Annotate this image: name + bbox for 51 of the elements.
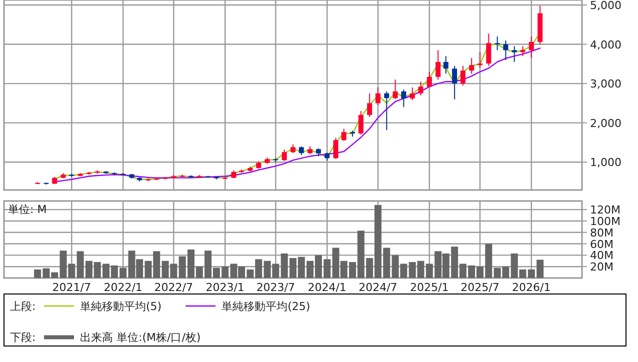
legend-label: 単純移動平均(5) — [80, 300, 162, 313]
candlestick — [410, 86, 415, 101]
y-tick-label: 4,000 — [590, 38, 622, 52]
legend-label: 出来高 単位:(M株/口/枚) — [80, 331, 201, 344]
legend-title: 上段: — [10, 300, 36, 313]
candlestick — [460, 65, 466, 86]
candlestick — [375, 86, 380, 106]
y-tick-label: 120M — [590, 204, 620, 217]
y-tick-label: 60M — [590, 238, 614, 251]
candlestick — [486, 33, 492, 66]
candlestick — [528, 36, 534, 59]
candlestick — [436, 50, 441, 80]
candlestick — [469, 58, 474, 74]
x-tick-label: 2025/7 — [460, 281, 500, 294]
x-tick-label: 2024/7 — [358, 281, 398, 294]
candlestick — [494, 36, 500, 51]
candlestick — [282, 149, 287, 162]
candlestick — [392, 79, 398, 100]
candlestick — [503, 40, 508, 60]
candlestick — [452, 65, 458, 100]
candlestick — [512, 46, 517, 62]
legend-title: 下段: — [10, 331, 36, 344]
y-tick-label: 3,000 — [590, 78, 622, 91]
x-tick-label: 2021/7 — [52, 281, 91, 294]
y-tick-label: 20M — [590, 260, 614, 274]
candlestick — [477, 52, 482, 68]
candlestick — [401, 88, 406, 108]
x-tick-label: 2026/1 — [512, 281, 551, 294]
y-tick-label: 2,000 — [590, 116, 622, 130]
x-tick-label: 2024/1 — [308, 281, 346, 294]
x-tick-label: 2022/1 — [104, 281, 142, 294]
y-tick-label: 80M — [590, 226, 614, 240]
x-tick-label: 2025/1 — [410, 281, 449, 294]
candlestick — [426, 71, 432, 88]
x-tick-label: 2023/7 — [256, 281, 296, 294]
y-tick-label: 40M — [590, 249, 614, 262]
x-tick-label: 2023/1 — [206, 281, 244, 294]
annotation: 単位: M — [8, 203, 47, 216]
y-tick-label: 1,000 — [590, 156, 622, 170]
candlestick — [443, 56, 448, 74]
candlestick — [358, 110, 364, 136]
x-tick-label: 2022/7 — [154, 281, 194, 294]
candlestick — [418, 81, 424, 96]
y-tick-label: 100M — [590, 214, 620, 228]
candlestick — [384, 90, 390, 131]
candlestick — [520, 46, 526, 57]
candlestick — [341, 128, 346, 142]
legend-label: 単純移動平均(25) — [222, 300, 310, 313]
candlestick — [367, 92, 372, 118]
candlestick — [333, 137, 338, 160]
y-tick-label: 5,000 — [590, 0, 622, 12]
